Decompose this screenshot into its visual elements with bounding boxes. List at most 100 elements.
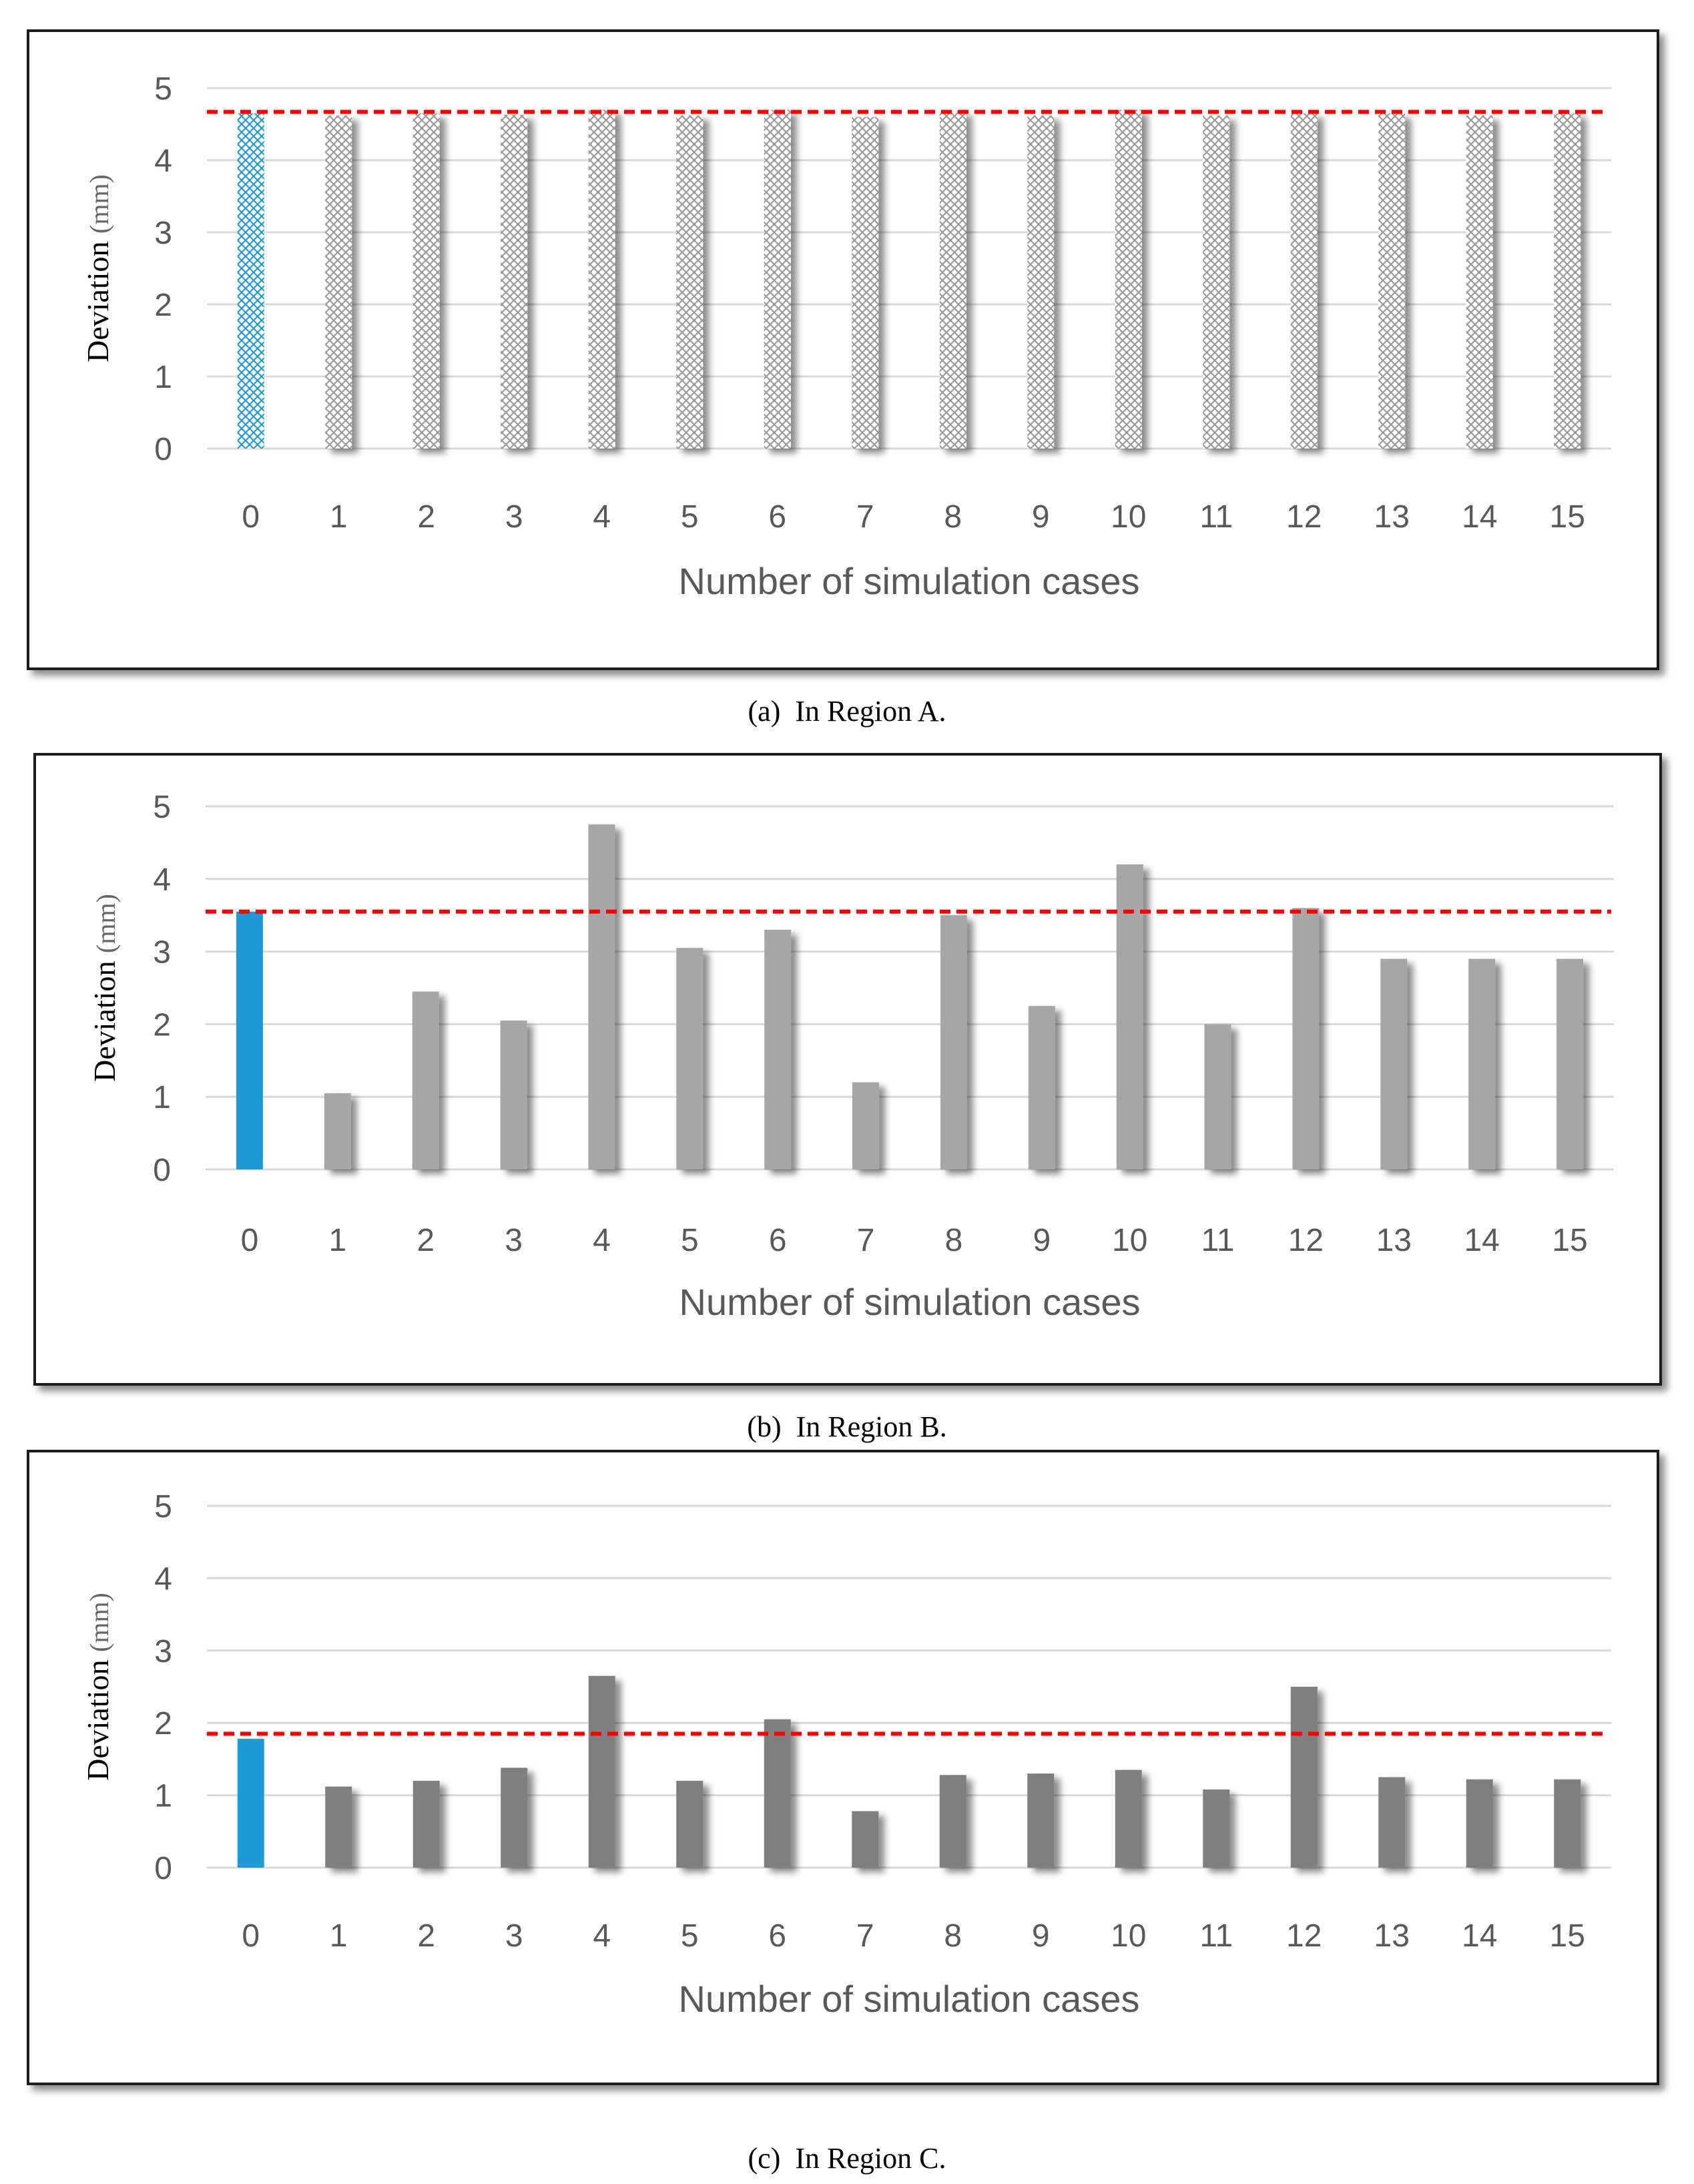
bar-case-4	[588, 1675, 615, 1868]
x-tick-label: 1	[330, 499, 348, 535]
y-tick-label: 1	[154, 1779, 172, 1814]
bar-case-14	[1466, 1779, 1493, 1868]
bar-case-15	[1554, 1779, 1581, 1868]
bar-case-9	[1028, 1006, 1055, 1169]
y-tick-label: 4	[154, 1561, 172, 1597]
x-tick-label: 2	[416, 1223, 435, 1258]
x-tick-label: 3	[505, 1918, 523, 1954]
x-tick-label: 2	[417, 499, 435, 535]
y-tick-label: 2	[153, 1007, 171, 1043]
x-tick-label: 5	[681, 1223, 699, 1258]
bar-case-3	[501, 114, 528, 449]
bar-case-0	[237, 1739, 264, 1868]
x-tick-label: 11	[1201, 1223, 1235, 1258]
y-tick-label: 0	[154, 1851, 172, 1886]
x-tick-label: 14	[1464, 1223, 1499, 1258]
x-tick-label: 10	[1111, 499, 1146, 535]
y-tick-label: 5	[154, 1489, 172, 1525]
bar-case-5	[676, 1780, 703, 1868]
x-tick-label: 4	[593, 499, 611, 535]
x-tick-label: 9	[1032, 499, 1050, 535]
bar-case-1	[325, 115, 352, 449]
y-tick-label: 0	[154, 432, 172, 467]
bar-case-9	[1027, 115, 1055, 449]
x-tick-label: 3	[505, 1223, 523, 1258]
y-tick-label: 2	[154, 288, 172, 323]
y-tick-label: 3	[153, 935, 171, 971]
x-tick-label: 14	[1462, 1918, 1497, 1954]
x-tick-label: 15	[1550, 499, 1585, 535]
x-tick-label: 13	[1376, 1223, 1412, 1258]
x-tick-label: 11	[1199, 1918, 1233, 1954]
x-tick-label: 10	[1111, 1918, 1146, 1954]
x-tick-label: 8	[945, 1223, 963, 1258]
x-axis-title: Number of simulation cases	[679, 1281, 1141, 1323]
x-tick-label: 8	[944, 1918, 962, 1954]
bar-case-14	[1468, 959, 1496, 1169]
bar-case-0	[236, 911, 263, 1169]
x-tick-label: 5	[681, 499, 699, 535]
bar-case-11	[1203, 1789, 1230, 1868]
bar-case-5	[676, 948, 703, 1169]
y-tick-label: 1	[153, 1080, 171, 1115]
x-tick-label: 4	[593, 1223, 611, 1258]
bar-case-8	[940, 915, 967, 1169]
bar-case-1	[325, 1786, 352, 1868]
bar-case-2	[412, 1780, 440, 1868]
x-tick-label: 7	[856, 499, 874, 535]
y-axis-title: Deviation (mm)	[87, 894, 121, 1082]
x-axis-title: Number of simulation cases	[679, 560, 1140, 602]
x-tick-label: 11	[1199, 499, 1233, 535]
y-tick-label: 1	[154, 360, 172, 395]
bar-case-7	[852, 1082, 880, 1169]
y-tick-label: 5	[154, 71, 172, 107]
bar-case-8	[939, 111, 966, 449]
x-tick-label: 15	[1552, 1223, 1587, 1258]
bar-case-4	[588, 109, 615, 449]
bar-case-9	[1027, 1773, 1055, 1868]
y-tick-label: 3	[154, 216, 172, 251]
x-tick-label: 10	[1112, 1223, 1147, 1258]
x-tick-label: 4	[593, 1918, 611, 1954]
bar-case-12	[1292, 908, 1320, 1169]
x-tick-label: 6	[768, 499, 786, 535]
x-tick-label: 5	[681, 1918, 699, 1954]
bar-case-13	[1380, 959, 1408, 1169]
x-tick-label: 12	[1286, 1918, 1322, 1954]
bar-case-0	[237, 113, 264, 449]
bar-case-14	[1466, 115, 1493, 449]
x-axis-title: Number of simulation cases	[679, 1978, 1140, 2020]
y-tick-label: 4	[154, 144, 172, 179]
chart-panel-region-c: 0 1 2 3 4 5 0 1 2 3 4 5 6 7 8 9 10 11 12 13 14 15 Number of si…	[27, 1450, 1659, 2085]
bar-case-10	[1115, 109, 1142, 449]
bar-case-6	[764, 929, 792, 1169]
bar-case-11	[1204, 1024, 1231, 1169]
bar-case-11	[1203, 115, 1230, 449]
x-tick-label: 1	[330, 1918, 348, 1954]
bar-case-7	[852, 117, 879, 449]
x-tick-label: 12	[1286, 499, 1322, 535]
bar-case-12	[1290, 113, 1318, 449]
bar-case-10	[1115, 1769, 1142, 1868]
bar-case-12	[1290, 1687, 1318, 1868]
bar-case-13	[1378, 113, 1406, 449]
x-tick-label: 9	[1032, 1918, 1050, 1954]
x-tick-label: 0	[241, 1223, 259, 1258]
x-tick-label: 6	[769, 1223, 787, 1258]
x-tick-label: 0	[242, 499, 260, 535]
x-tick-label: 7	[856, 1918, 874, 1954]
x-tick-label: 14	[1462, 499, 1497, 535]
y-axis-title: Deviation (mm)	[81, 1593, 115, 1781]
x-tick-label: 1	[328, 1223, 346, 1258]
y-tick-label: 3	[154, 1634, 172, 1669]
caption-region-a: (a) In Region A.	[748, 695, 946, 728]
chart-panel-region-b: 0 1 2 3 4 5 0 1 2 3 4 5 6 7 8 9 10 11 12 13 14 15 Number of si…	[33, 753, 1662, 1386]
x-tick-label: 13	[1374, 499, 1410, 535]
bar-case-15	[1554, 113, 1581, 449]
x-tick-label: 6	[768, 1918, 786, 1954]
x-tick-label: 0	[242, 1918, 260, 1954]
bar-case-13	[1378, 1777, 1406, 1868]
x-tick-label: 13	[1374, 1918, 1410, 1954]
y-tick-label: 4	[153, 862, 171, 898]
